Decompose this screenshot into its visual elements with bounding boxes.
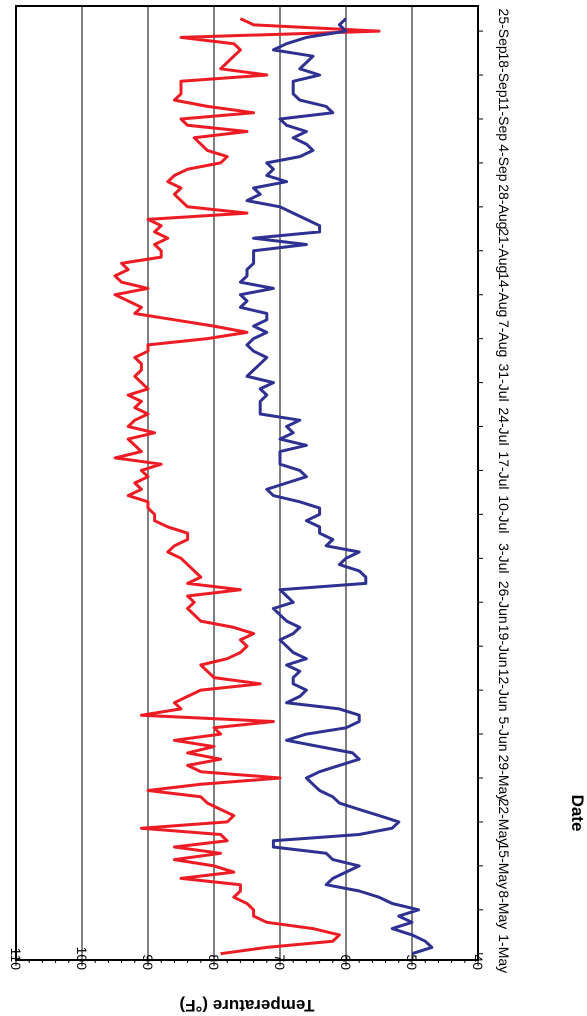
x-tick-label: 17-Jul [496, 451, 512, 489]
y-tick-label: 60 [338, 954, 354, 970]
temperature-axis: 40 50 60 70 80 90 100 110 [8, 947, 486, 971]
x-tick-label: 14-Aug [496, 272, 512, 317]
series-layer [113, 17, 434, 956]
y-tick-label: 100 [74, 947, 90, 971]
y-tick-label: 110 [8, 948, 24, 971]
x-tick-label: 4-Sep [496, 144, 512, 182]
x-tick-label: 7-Aug [496, 320, 512, 357]
x-tick-label: 15-May [496, 843, 512, 890]
x-tick-label: 24-Jul [496, 407, 512, 445]
grid-lines [81, 6, 413, 960]
x-tick-label: 19-Jun [496, 625, 512, 668]
y-tick-label: 40 [470, 954, 486, 970]
y-tick-label: 90 [140, 954, 156, 970]
series-line-1 [113, 17, 381, 956]
x-tick-label: 21-Aug [496, 228, 512, 273]
x-tick-label: 29-May [496, 755, 512, 802]
x-tick-label: 25-Sep [496, 9, 512, 54]
x-tick-label: 31-Jul [496, 364, 512, 402]
x-tick-label: 1-May [496, 934, 512, 973]
x-axis-title: Date [568, 795, 587, 832]
x-tick-label: 8-May [496, 890, 512, 929]
date-axis: 1-May8-May15-May22-May29-May5-Jun12-Jun1… [478, 9, 512, 973]
y-tick-label: 50 [404, 954, 420, 970]
x-tick-label: 22-May [496, 799, 512, 846]
series-line-2 [238, 17, 434, 956]
x-tick-label: 18-Sep [496, 52, 512, 97]
y-axis-title: Temperature (°F) [180, 996, 315, 1015]
x-tick-label: 26-Jun [496, 581, 512, 624]
x-tick-label: 12-Jun [496, 669, 512, 712]
y-tick-label: 70 [272, 954, 288, 970]
x-tick-label: 28-Aug [496, 184, 512, 229]
plot-area [15, 5, 479, 961]
y-tick-label: 80 [206, 954, 222, 970]
x-tick-label: 10-Jul [496, 495, 512, 533]
x-tick-label: 11-Sep [496, 97, 512, 141]
x-tick-label: 3-Jul [496, 543, 512, 573]
x-tick-label: 5-Jun [496, 717, 512, 752]
